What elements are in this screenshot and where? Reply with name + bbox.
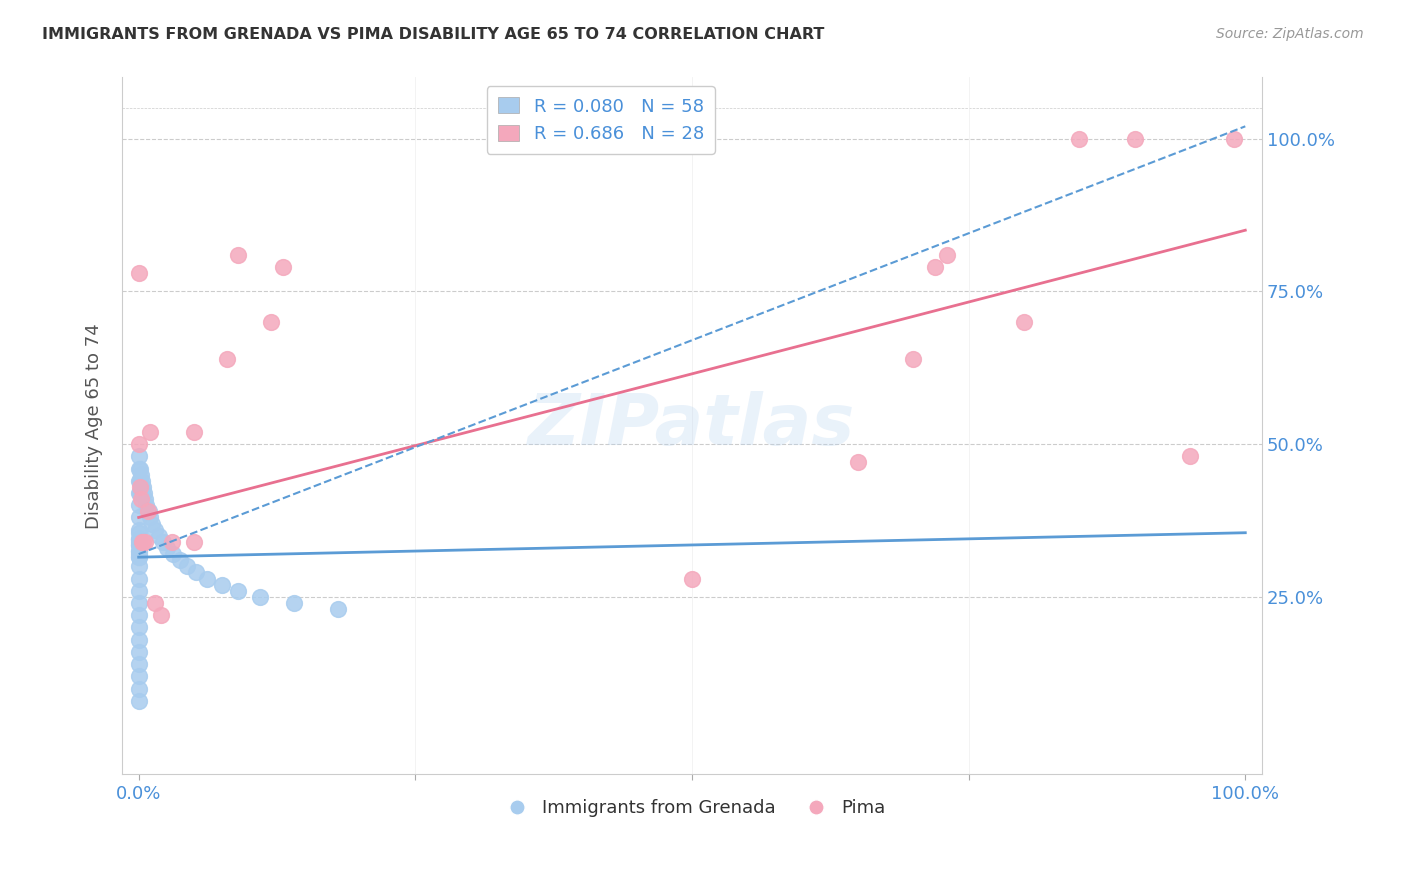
Point <box>128 550 150 565</box>
Point <box>128 525 150 540</box>
Point <box>186 566 208 580</box>
Point <box>128 657 150 672</box>
Point <box>128 669 150 683</box>
Point <box>136 504 159 518</box>
Point <box>128 694 150 708</box>
Point <box>132 535 155 549</box>
Point <box>152 535 174 549</box>
Point <box>128 681 150 696</box>
Point <box>1123 131 1146 145</box>
Point <box>131 535 153 549</box>
Point <box>131 486 153 500</box>
Point <box>131 474 153 488</box>
Point <box>128 437 150 451</box>
Point <box>217 351 239 366</box>
Point <box>129 467 152 482</box>
Point <box>1069 131 1091 145</box>
Point <box>128 510 150 524</box>
Point <box>138 510 160 524</box>
Point <box>1223 131 1246 145</box>
Point <box>128 645 150 659</box>
Point <box>143 523 166 537</box>
Point <box>211 577 233 591</box>
Point <box>141 516 163 531</box>
Point <box>143 596 166 610</box>
Point <box>128 559 150 574</box>
Point <box>128 608 150 623</box>
Point <box>249 590 271 604</box>
Point <box>134 492 156 507</box>
Point <box>935 248 957 262</box>
Point <box>148 529 170 543</box>
Point <box>128 486 150 500</box>
Point <box>1012 315 1035 329</box>
Point <box>128 498 150 512</box>
Point <box>135 498 157 512</box>
Text: ZIPatlas: ZIPatlas <box>529 392 856 460</box>
Point <box>162 547 184 561</box>
Point <box>128 544 150 558</box>
Text: IMMIGRANTS FROM GRENADA VS PIMA DISABILITY AGE 65 TO 74 CORRELATION CHART: IMMIGRANTS FROM GRENADA VS PIMA DISABILI… <box>42 27 824 42</box>
Point <box>129 492 152 507</box>
Point <box>129 480 152 494</box>
Point <box>169 553 191 567</box>
Point <box>176 559 198 574</box>
Point <box>128 266 150 280</box>
Point <box>128 474 150 488</box>
Point <box>183 425 205 439</box>
Point <box>226 248 249 262</box>
Point <box>128 474 150 488</box>
Point <box>128 480 150 494</box>
Point <box>128 550 150 565</box>
Point <box>128 583 150 598</box>
Point <box>681 572 703 586</box>
Point <box>260 315 283 329</box>
Point <box>128 547 150 561</box>
Point <box>183 535 205 549</box>
Point <box>128 532 150 546</box>
Point <box>195 572 218 586</box>
Point <box>128 596 150 610</box>
Legend: Immigrants from Grenada, Pima: Immigrants from Grenada, Pima <box>492 792 893 824</box>
Point <box>903 351 925 366</box>
Point <box>226 583 249 598</box>
Point <box>149 608 172 623</box>
Point <box>132 480 155 494</box>
Point <box>156 541 179 555</box>
Point <box>924 260 946 274</box>
Point <box>128 544 150 558</box>
Point <box>283 596 305 610</box>
Point <box>1178 450 1201 464</box>
Point <box>271 260 294 274</box>
Point <box>134 486 156 500</box>
Point <box>160 535 183 549</box>
Text: Source: ZipAtlas.com: Source: ZipAtlas.com <box>1216 27 1364 41</box>
Point <box>128 532 150 546</box>
Point <box>134 535 156 549</box>
Point <box>128 538 150 552</box>
Point <box>128 486 150 500</box>
Point <box>128 572 150 586</box>
Point <box>138 504 160 518</box>
Point <box>128 461 150 475</box>
Point <box>138 425 160 439</box>
Point <box>128 523 150 537</box>
Point <box>128 620 150 634</box>
Point <box>128 632 150 647</box>
Point <box>128 461 150 475</box>
Point <box>326 602 349 616</box>
Point <box>846 455 869 469</box>
Y-axis label: Disability Age 65 to 74: Disability Age 65 to 74 <box>86 323 103 529</box>
Point <box>128 450 150 464</box>
Point <box>128 538 150 552</box>
Point <box>128 535 150 549</box>
